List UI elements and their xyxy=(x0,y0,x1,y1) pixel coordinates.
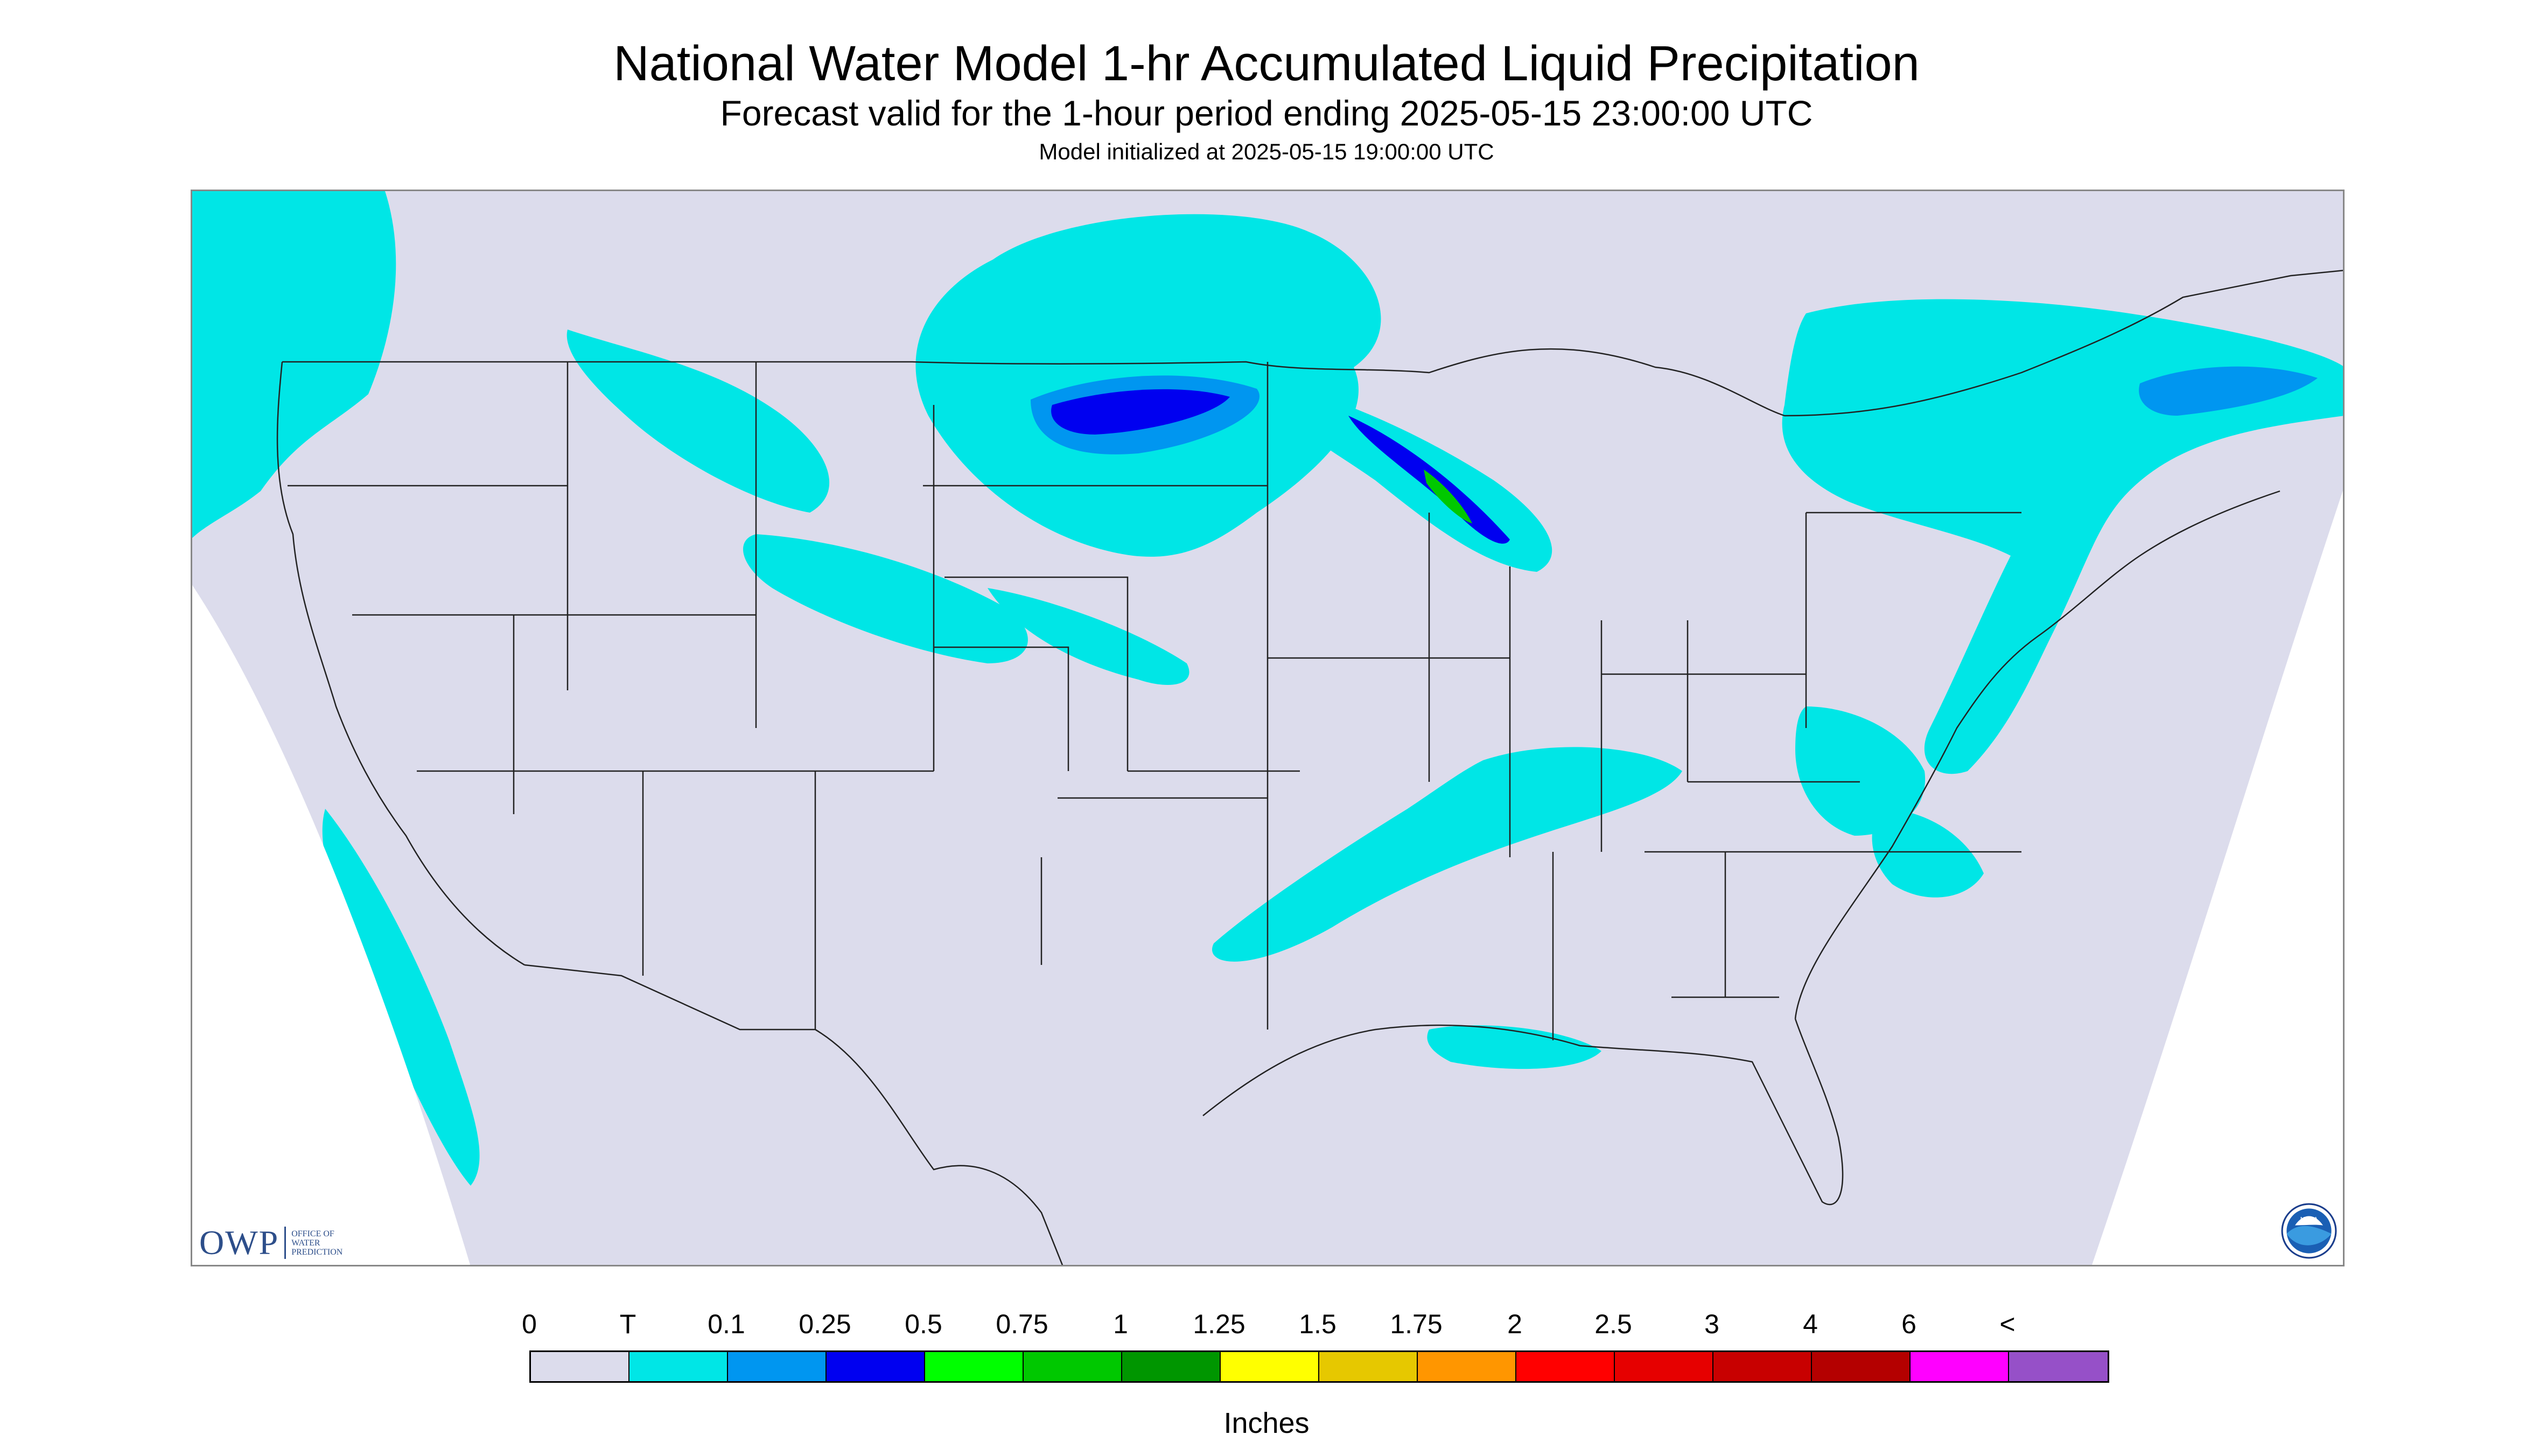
owp-logo: OWP OFFICE OF WATER PREDICTION xyxy=(199,1221,361,1264)
map-canvas xyxy=(191,190,2345,1266)
legend-tick-label: 2.5 xyxy=(1594,1309,1632,1339)
legend-swatch xyxy=(1319,1352,1418,1381)
precip-ohio-valley-band xyxy=(1212,747,1682,962)
precip-heavy-cells xyxy=(1424,470,1472,523)
precipitation-areas xyxy=(191,190,2345,1186)
legend-swatch xyxy=(1516,1352,1615,1381)
legend-swatch xyxy=(1713,1352,1812,1381)
precip-southeast-coast xyxy=(1872,809,1984,898)
legend-swatch xyxy=(1221,1352,1319,1381)
precip-central-plains xyxy=(988,588,1189,685)
legend-tick-label: 0.1 xyxy=(708,1309,745,1339)
model-init-time: Model initialized at 2025-05-15 19:00:00… xyxy=(1039,139,1494,164)
legend-tick-label: 2 xyxy=(1507,1309,1522,1339)
owp-logo-text: OFFICE OF WATER PREDICTION xyxy=(291,1229,343,1257)
legend-swatch xyxy=(2009,1352,2108,1381)
legend-tick-label: T xyxy=(619,1309,636,1339)
precip-southern-california-coast xyxy=(322,809,480,1186)
us-mexico-border xyxy=(524,964,1064,1266)
legend-swatch xyxy=(1418,1352,1516,1381)
legend-tick-label: 0 xyxy=(522,1309,537,1339)
owp-logo-divider xyxy=(284,1227,286,1259)
central-interior-lines xyxy=(923,362,1603,1030)
legend-swatch xyxy=(531,1352,629,1381)
legend-swatch xyxy=(728,1352,827,1381)
legend-tick-label: 0.75 xyxy=(996,1309,1048,1339)
legend-swatch xyxy=(629,1352,728,1381)
precip-moderate-area xyxy=(1051,389,1230,435)
precip-gulf-coast xyxy=(1427,1025,1601,1069)
legend-swatch xyxy=(1911,1352,2009,1381)
legend-tick-label: 3 xyxy=(1704,1309,1719,1339)
legend-swatch xyxy=(1024,1352,1122,1381)
legend-tick-label: 4 xyxy=(1803,1309,1818,1339)
legend-swatch xyxy=(1122,1352,1221,1381)
legend-swatch xyxy=(1812,1352,1911,1381)
noaa-seal-icon: NOAA xyxy=(2281,1203,2337,1259)
east-interior-lines xyxy=(1552,512,2021,1040)
legend-tick-label: 0.25 xyxy=(799,1309,851,1339)
precip-pacific-northwest xyxy=(191,190,396,540)
us-pacific-coast xyxy=(276,361,525,966)
precip-new-england xyxy=(2139,366,2318,416)
legend-tick-label: 1.25 xyxy=(1193,1309,1245,1339)
precip-idaho-montana xyxy=(566,330,830,513)
legend-tick-label: 0.5 xyxy=(905,1309,942,1339)
precip-wyoming-colorado xyxy=(743,534,1028,663)
legend-units: Inches xyxy=(1223,1407,1310,1439)
legend-swatch xyxy=(925,1352,1024,1381)
map-title: National Water Model 1-hr Accumulated Li… xyxy=(613,36,1920,91)
legend-tick-label: 1.5 xyxy=(1299,1309,1337,1339)
map-border xyxy=(191,190,2345,1266)
precip-mid-atlantic xyxy=(1795,706,1926,836)
atlantic-coast xyxy=(1794,490,2280,1019)
owp-logo-letters: OWP xyxy=(199,1223,279,1262)
legend-tick-label: < xyxy=(1999,1309,2016,1339)
noaa-seal-text: NOAA xyxy=(2300,1216,2318,1222)
legend-colorbar xyxy=(529,1350,2109,1383)
west-interior-lines xyxy=(288,362,1300,1030)
legend-tick-label: 1 xyxy=(1113,1309,1128,1339)
legend-swatch xyxy=(827,1352,925,1381)
precip-great-lakes-northeast xyxy=(1782,299,2345,774)
precipitation-map xyxy=(191,190,2345,1266)
us-canada-border xyxy=(282,269,2345,417)
legend-tick-label: 1.75 xyxy=(1390,1309,1443,1339)
state-boundaries xyxy=(276,269,2345,1266)
map-subtitle: Forecast valid for the 1-hour period end… xyxy=(720,93,1813,133)
legend-tick-label: 6 xyxy=(1901,1309,1916,1339)
gulf-coast xyxy=(1202,1018,1844,1206)
legend-swatch xyxy=(1615,1352,1713,1381)
